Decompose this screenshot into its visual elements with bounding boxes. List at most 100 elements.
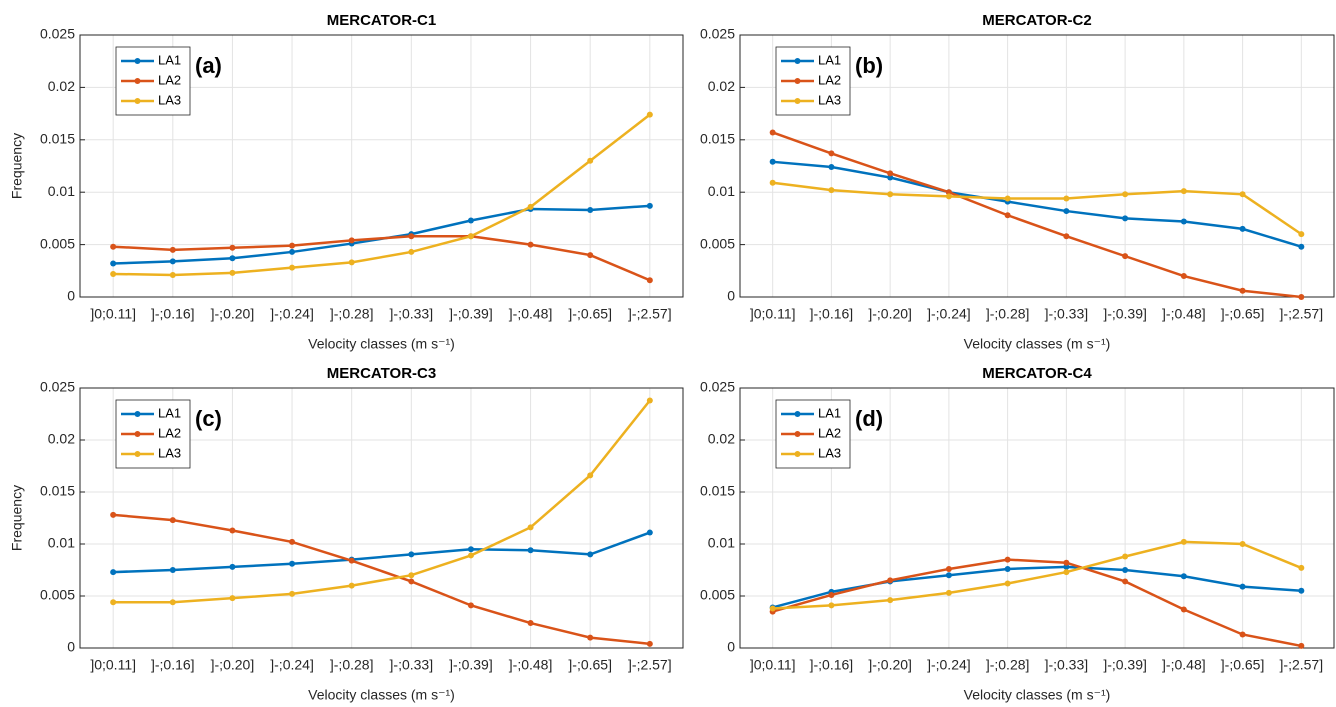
marker [1122,253,1129,260]
marker [229,595,236,602]
legend-label: LA2 [818,425,841,440]
marker [467,602,474,609]
legend-label: LA1 [818,52,841,67]
x-axis-label: Velocity classes (m s⁻¹) [308,336,455,352]
x-tick-label: ]-;0.28] [330,657,374,673]
x-tick-label: ]-;0.20] [211,657,255,673]
marker [1298,294,1305,300]
y-tick-label: 0.005 [700,235,735,251]
y-tick-label: 0.01 [48,183,75,199]
legend-label: LA2 [818,72,841,87]
y-tick-label: 0.01 [708,535,735,551]
x-tick-label: ]-;0.65] [1221,306,1265,322]
x-tick-label: ]-;0.28] [986,306,1030,322]
marker [408,578,415,585]
marker [587,207,594,214]
chart-title: MERCATOR-C1 [327,12,436,29]
x-tick-label: ]-;0.20] [868,657,912,673]
y-tick-label: 0.025 [40,26,75,42]
marker [828,602,835,609]
x-tick-label: ]-;0.33] [390,306,434,322]
legend-label: LA1 [158,52,181,67]
marker [110,260,117,267]
y-tick-label: 0.02 [708,78,735,94]
marker [1239,583,1246,590]
marker [110,599,117,606]
legend-marker [134,58,141,64]
panel-label: (a) [195,53,222,78]
x-tick-label: ]-;0.20] [868,306,912,322]
marker [467,233,474,240]
legend-marker [134,411,141,417]
marker [229,563,236,570]
x-tick-label: ]-;0.48] [1162,306,1206,322]
marker [1180,538,1187,545]
marker [1063,195,1070,202]
marker [169,246,176,253]
marker [1122,553,1129,560]
y-tick-label: 0 [727,288,735,304]
axes-box [739,387,1335,649]
marker [887,191,894,198]
x-tick-label: ]0;0.11] [750,657,796,673]
marker [945,193,952,200]
x-tick-label: ]-;0.16] [151,306,195,322]
marker [945,565,952,572]
legend-marker [794,58,801,64]
marker [527,547,534,554]
x-tick-label: ]-;0.33] [390,657,434,673]
marker [1298,642,1305,649]
x-tick-label: ]-;0.65] [568,306,612,322]
marker [229,255,236,262]
marker [945,589,952,596]
x-tick-label: ]0;0.11] [90,306,136,322]
marker [887,170,894,177]
marker [1004,580,1011,587]
y-axis-label: Frequency [9,485,25,551]
y-tick-label: 0.005 [700,587,735,603]
marker [887,597,894,604]
marker [348,259,355,266]
marker [945,572,952,579]
y-tick-label: 0.015 [40,483,75,499]
legend-label: LA2 [158,425,181,440]
y-tick-label: 0.02 [708,431,735,447]
x-tick-label: ]-;2.57] [628,306,672,322]
series-line [772,540,1302,610]
marker [1298,231,1305,238]
series-line [113,113,651,277]
y-tick-label: 0.015 [700,131,735,147]
x-tick-label: ]0;0.11] [90,657,136,673]
x-tick-label: ]-;0.20] [211,306,255,322]
x-tick-label: ]-;2.57] [628,657,672,673]
marker [769,605,776,612]
y-tick-label: 0 [67,288,75,304]
marker [646,111,653,118]
legend-label: LA3 [158,92,181,107]
marker [1063,559,1070,566]
marker [169,271,176,278]
marker [1298,564,1305,571]
marker [828,187,835,194]
marker [828,164,835,171]
x-tick-label: ]-;0.39] [449,306,493,322]
marker [769,129,776,136]
marker [169,599,176,606]
y-tick-label: 0 [727,639,735,655]
series-line [772,160,1302,248]
marker [945,189,952,196]
marker [1063,233,1070,240]
marker [1298,243,1305,250]
y-tick-label: 0.005 [40,587,75,603]
panel: 0 0.005 0.01 0.015 0.02 0.025]0;0.11]]-;0.16]… [700,365,1335,703]
marker [1063,569,1070,576]
series-line [113,234,651,282]
marker [1239,541,1246,547]
marker [110,511,117,518]
y-tick-label: 0.01 [48,535,75,551]
marker [646,277,653,284]
series-line [113,399,651,604]
y-axis-label: Frequency [9,133,25,199]
series-line [113,513,650,646]
